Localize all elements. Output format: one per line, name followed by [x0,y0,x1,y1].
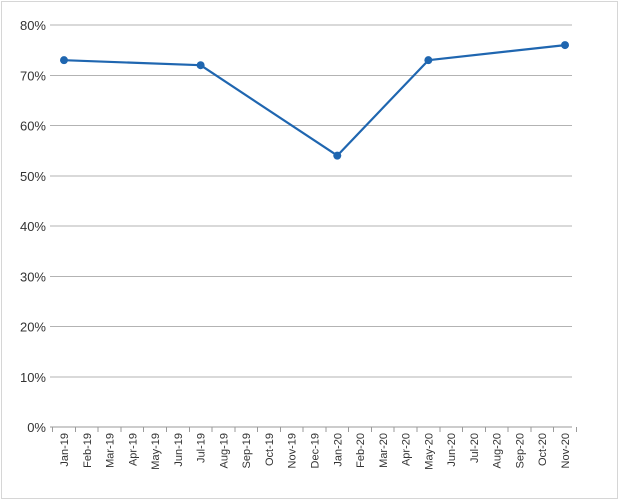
x-tick-label: Sep-20 [514,433,526,468]
y-tick-label: 50% [20,169,46,184]
x-tick-label: Jan-19 [59,433,71,467]
y-tick-label: 10% [20,370,46,385]
x-tick-label: Jun-19 [173,433,185,467]
x-tick-label: May-19 [150,433,162,470]
data-point [60,56,68,65]
x-axis [52,427,577,432]
data-point [561,41,569,50]
x-tick-label: May-20 [423,433,435,470]
x-tick-label: Mar-19 [105,433,117,468]
x-tick-label: Aug-19 [218,433,230,468]
x-tick-label: Apr-20 [401,433,413,466]
data-point [424,56,433,65]
x-tick-label: Oct-19 [264,433,276,466]
y-tick-label: 70% [20,68,46,83]
x-tick-label: Nov-19 [287,433,299,468]
x-tick-label: Apr-19 [127,433,139,466]
x-tick-label: Oct-20 [537,433,549,466]
data-point [196,61,205,70]
series-group [60,41,569,160]
y-tick-label: 20% [20,320,46,335]
x-tick-label: Nov-20 [560,433,572,468]
y-axis-tick-labels: 0% 10% 20% 30% 40% 50% 60% 70% 80% [20,18,46,435]
x-tick-label: Jun-20 [446,433,458,467]
series-line [62,43,567,157]
x-tick-label: Mar-20 [378,433,390,468]
y-tick-label: 30% [20,269,46,284]
x-tick-label: Jan-20 [332,433,344,467]
x-tick-label: Feb-19 [82,433,94,468]
x-tick-label: Sep-19 [241,433,253,468]
x-tick-label: Jul-19 [196,433,208,463]
x-tick-label: Aug-20 [492,433,504,468]
y-tick-label: 80% [20,18,46,33]
y-tick-label: 0% [27,420,46,435]
x-tick-label: Dec-19 [310,433,322,468]
gridlines [50,24,572,428]
x-tick-label: Jul-20 [469,433,481,463]
data-point [333,151,342,160]
y-tick-label: 60% [20,119,46,134]
x-tick-label: Feb-20 [355,433,367,468]
y-tick-label: 40% [20,219,46,234]
x-axis-tick-labels: Jan-19 Feb-19 Mar-19 Apr-19 May-19 Jun-19 Jul-… [59,433,572,470]
